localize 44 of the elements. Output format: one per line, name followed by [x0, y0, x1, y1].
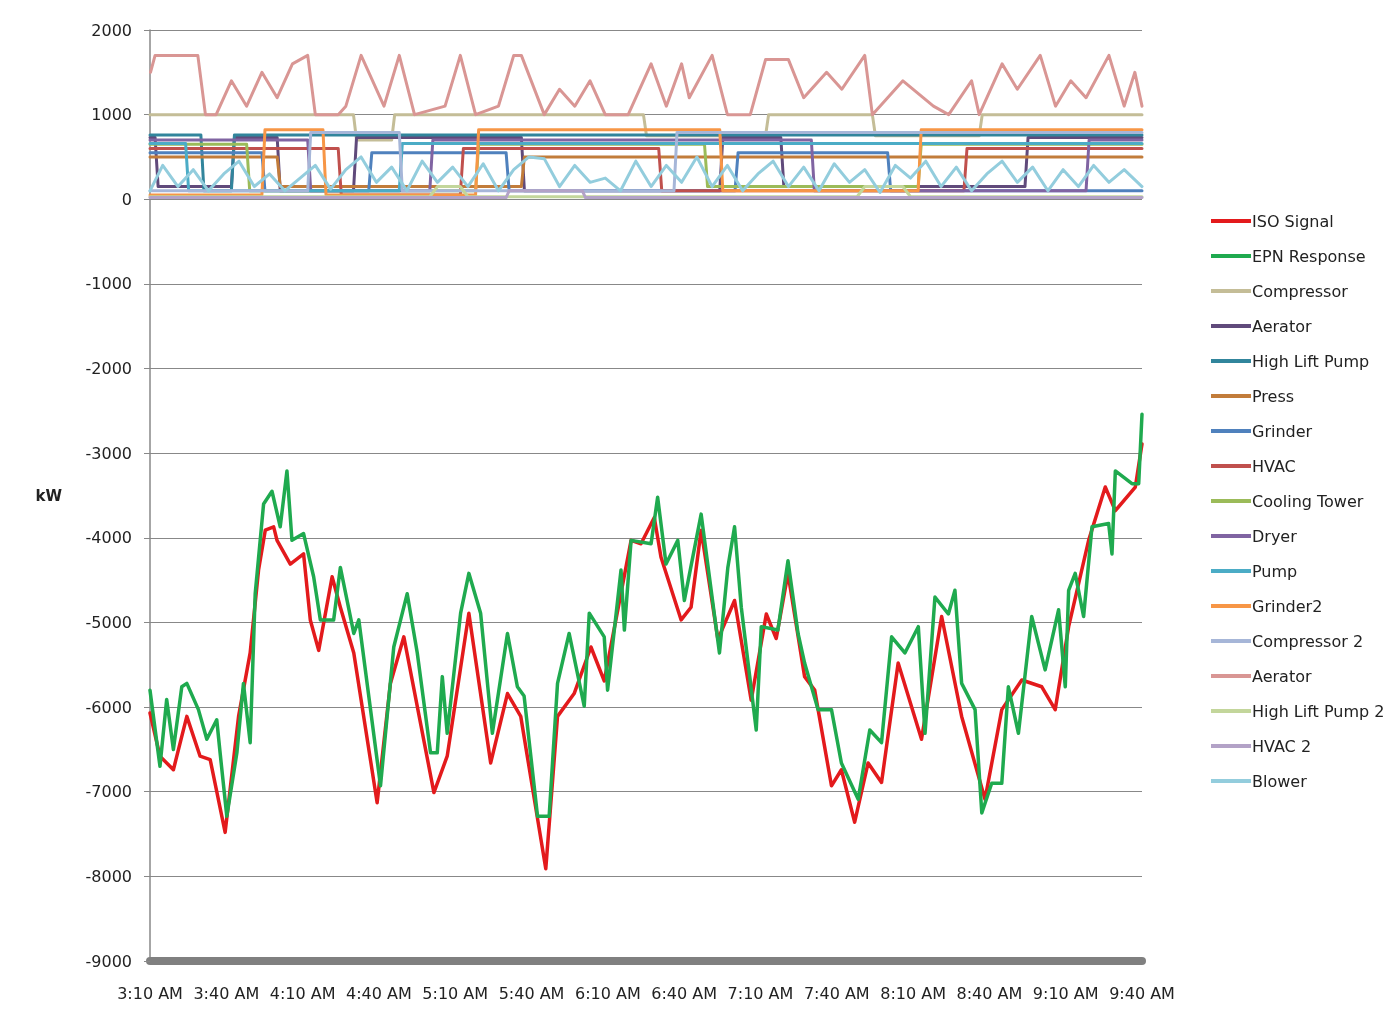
- legend-label: Aerator: [1252, 316, 1312, 336]
- legend-label: HVAC: [1252, 456, 1296, 476]
- x-tick-label: 6:40 AM: [651, 983, 718, 1003]
- legend-label: Pump: [1252, 561, 1298, 581]
- y-tick-label: 2000: [91, 20, 132, 40]
- y-tick-label: -4000: [85, 528, 132, 548]
- legend-label: High Lift Pump 2: [1252, 701, 1385, 721]
- x-tick-label: 3:40 AM: [193, 983, 260, 1003]
- legend-label: Grinder: [1252, 421, 1313, 441]
- y-tick-label: -1000: [85, 274, 132, 294]
- y-tick-label: -9000: [85, 951, 132, 971]
- legend-label: Compressor 2: [1252, 631, 1364, 651]
- x-tick-label: 5:40 AM: [498, 983, 565, 1003]
- y-tick-label: -3000: [85, 443, 132, 463]
- legend-label: High Lift Pump: [1252, 351, 1370, 371]
- y-tick-label: -6000: [85, 697, 132, 717]
- x-tick-label: 3:10 AM: [117, 983, 183, 1003]
- legend-label: Press: [1252, 386, 1295, 406]
- legend-label: HVAC 2: [1252, 736, 1312, 756]
- legend-label: Cooling Tower: [1252, 491, 1364, 511]
- x-tick-label: 7:40 AM: [803, 983, 870, 1003]
- y-tick-label: -5000: [85, 612, 132, 632]
- x-tick-label: 7:10 AM: [727, 983, 794, 1003]
- legend-label: Aerator: [1252, 666, 1312, 686]
- y-tick-label: -2000: [85, 359, 132, 379]
- legend-label: Grinder2: [1252, 596, 1323, 616]
- y-tick-label: 0: [121, 189, 132, 209]
- x-tick-label: 4:10 AM: [269, 983, 336, 1003]
- legend-label: Compressor: [1252, 281, 1349, 301]
- x-tick-label: 8:40 AM: [956, 983, 1023, 1003]
- x-tick-label: 6:10 AM: [574, 983, 641, 1003]
- x-tick-label: 5:10 AM: [422, 983, 489, 1003]
- y-tick-label: -8000: [85, 866, 132, 886]
- y-tick-label: 1000: [91, 105, 132, 125]
- y-axis-title: kW: [35, 486, 63, 505]
- x-tick-label: 9:10 AM: [1032, 983, 1099, 1003]
- x-tick-label: 4:40 AM: [346, 983, 412, 1003]
- x-tick-label: 9:40 AM: [1109, 983, 1175, 1003]
- x-tick-label: 8:10 AM: [880, 983, 946, 1003]
- legend-label: Blower: [1252, 771, 1308, 791]
- legend-label: EPN Response: [1252, 246, 1366, 266]
- y-tick-label: -7000: [85, 782, 132, 802]
- legend-label: ISO Signal: [1252, 211, 1334, 231]
- legend-label: Dryer: [1252, 526, 1298, 546]
